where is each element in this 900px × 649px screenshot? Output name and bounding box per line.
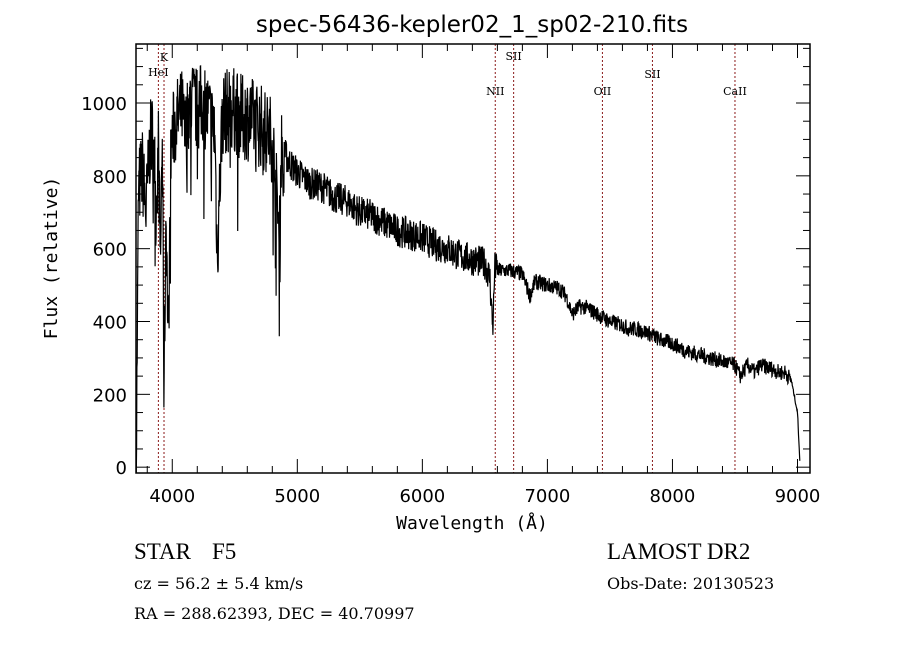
x-tick-label: 4000: [149, 486, 195, 507]
y-tick-label: 800: [93, 167, 127, 188]
annotation-label: K: [160, 51, 169, 64]
x-tick-label: 5000: [274, 486, 320, 507]
x-tick-label: 7000: [524, 486, 570, 507]
annotation-label: SII: [506, 50, 522, 63]
y-tick-label: 0: [116, 458, 127, 479]
survey-name: LAMOST DR2: [607, 539, 751, 564]
annotation-label: SII: [644, 68, 660, 81]
x-tick-label: 6000: [399, 486, 445, 507]
x-axis-label: Wavelength (Å): [396, 512, 548, 534]
coordinates: RA = 288.62393, DEC = 40.70997: [134, 604, 415, 623]
axis-ticks: 4000 5000 6000 7000 8000 9000 0 200 400 600 800 100…: [81, 44, 820, 507]
y-tick-label: 600: [93, 240, 127, 261]
x-tick-label: 8000: [650, 486, 696, 507]
y-tick-label: 200: [93, 385, 127, 406]
redshift-value: cz = 56.2 ± 5.4 km/s: [134, 574, 304, 593]
plot-frame: [135, 43, 811, 474]
annotation-label: CaII: [723, 85, 747, 98]
chart-title: spec-56436-kepler02_1_sp02-210.fits: [256, 12, 688, 38]
annotation-label: OII: [594, 85, 612, 98]
annotation-label: NII: [486, 85, 504, 98]
object-class: STAR: [134, 539, 191, 564]
obs-date: Obs-Date: 20130523: [607, 574, 775, 593]
spectrum-line: [135, 65, 801, 474]
y-tick-label: 400: [93, 313, 127, 334]
object-subclass: F5: [212, 539, 237, 564]
spectrum-series: [135, 65, 801, 474]
x-tick-label: 9000: [775, 486, 821, 507]
y-tick-label: 1000: [81, 94, 127, 115]
annotation-label: HeI: [148, 66, 168, 79]
y-axis-label: Flux (relative): [41, 177, 62, 340]
